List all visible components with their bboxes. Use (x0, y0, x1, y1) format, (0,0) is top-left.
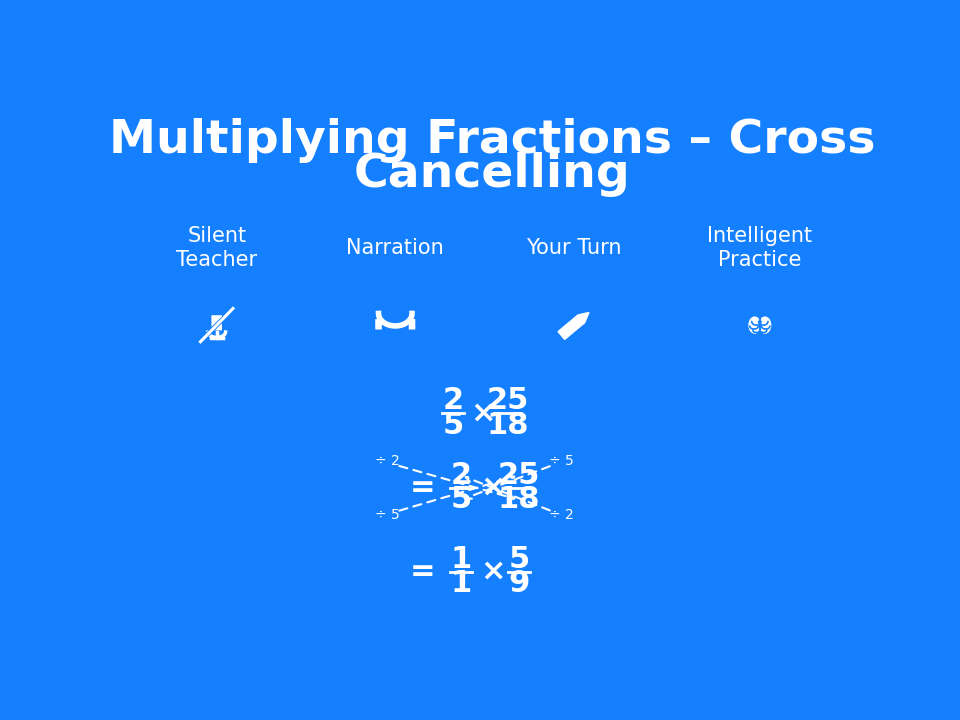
Text: ÷ 2: ÷ 2 (375, 454, 399, 469)
Text: ×: × (470, 398, 495, 428)
Text: ÷ 5: ÷ 5 (549, 454, 574, 469)
Text: 2: 2 (443, 386, 464, 415)
Polygon shape (558, 315, 585, 339)
Text: Your Turn: Your Turn (526, 238, 621, 258)
Text: Intelligent
Practice: Intelligent Practice (708, 225, 812, 271)
Text: 9: 9 (509, 570, 530, 598)
Text: 5: 5 (450, 485, 471, 514)
Text: 2: 2 (450, 461, 471, 490)
Text: 1: 1 (450, 570, 471, 598)
Text: =: = (409, 557, 435, 586)
Text: ×: × (480, 473, 506, 502)
FancyBboxPatch shape (409, 319, 416, 330)
Text: 1: 1 (450, 544, 471, 574)
Text: 18: 18 (498, 485, 540, 514)
Text: 5: 5 (509, 544, 530, 574)
Ellipse shape (749, 316, 761, 334)
Text: 25: 25 (487, 386, 529, 415)
FancyBboxPatch shape (211, 315, 222, 330)
Text: Cancelling: Cancelling (353, 153, 631, 197)
Text: 25: 25 (498, 461, 540, 490)
Text: Narration: Narration (347, 238, 444, 258)
Text: ÷ 5: ÷ 5 (375, 508, 399, 522)
Text: Silent
Teacher: Silent Teacher (176, 225, 257, 271)
Text: Practice: Practice (10, 541, 25, 611)
Text: 18: 18 (487, 410, 529, 440)
FancyBboxPatch shape (375, 319, 382, 330)
Text: Multiplying Fractions – Cross: Multiplying Fractions – Cross (108, 118, 876, 163)
Polygon shape (578, 312, 589, 323)
Ellipse shape (758, 316, 771, 334)
Text: 5: 5 (443, 410, 464, 440)
Text: ×: × (480, 557, 506, 586)
Text: =: = (409, 473, 435, 502)
Text: ÷ 2: ÷ 2 (549, 508, 574, 522)
